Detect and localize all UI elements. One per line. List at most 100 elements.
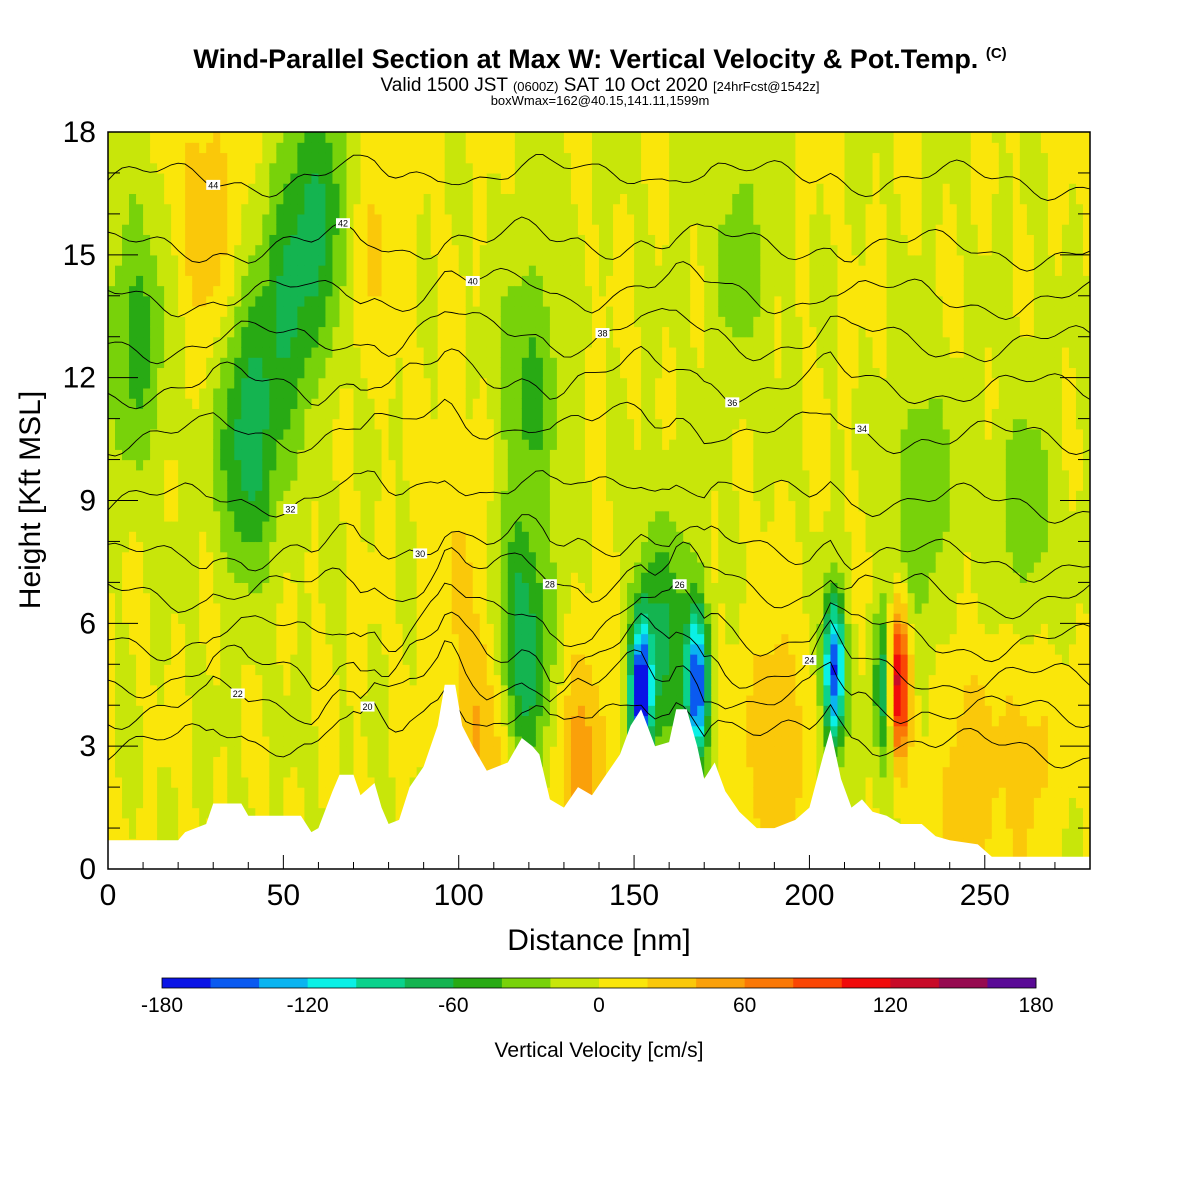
velocity-cell bbox=[584, 756, 593, 768]
velocity-cell bbox=[465, 162, 474, 174]
velocity-cell bbox=[255, 725, 263, 737]
velocity-cell bbox=[199, 316, 207, 328]
velocity-cell bbox=[164, 203, 172, 215]
velocity-cell bbox=[213, 326, 221, 338]
velocity-cell bbox=[136, 275, 144, 287]
velocity-cell bbox=[507, 428, 516, 440]
velocity-cell bbox=[178, 439, 186, 450]
velocity-cell bbox=[367, 735, 376, 747]
velocity-cell bbox=[178, 766, 186, 778]
velocity-cell bbox=[136, 408, 144, 420]
velocity-cell bbox=[206, 561, 214, 573]
velocity-cell bbox=[570, 561, 579, 573]
velocity-cell bbox=[458, 203, 467, 215]
velocity-cell bbox=[178, 428, 186, 440]
velocity-cell bbox=[556, 459, 565, 471]
velocity-cell bbox=[374, 787, 383, 798]
velocity-cell bbox=[486, 408, 495, 420]
velocity-cell bbox=[486, 735, 495, 747]
velocity-cell bbox=[122, 633, 130, 645]
velocity-cell bbox=[150, 633, 158, 645]
velocity-cell bbox=[549, 643, 558, 655]
velocity-cell bbox=[318, 561, 327, 573]
velocity-cell bbox=[451, 633, 460, 645]
velocity-cell bbox=[234, 398, 242, 409]
velocity-cell bbox=[430, 561, 439, 573]
velocity-cell bbox=[521, 152, 530, 164]
velocity-cell bbox=[360, 162, 369, 174]
velocity-cell bbox=[283, 551, 291, 563]
velocity-cell bbox=[507, 234, 516, 246]
velocity-cell bbox=[234, 449, 242, 461]
velocity-cell bbox=[143, 735, 151, 747]
velocity-cell bbox=[542, 224, 551, 235]
velocity-cell bbox=[416, 398, 425, 409]
velocity-cell bbox=[276, 183, 284, 195]
velocity-cell bbox=[171, 613, 179, 624]
velocity-cell bbox=[367, 142, 376, 154]
velocity-cell bbox=[346, 725, 355, 737]
velocity-cell bbox=[486, 152, 495, 164]
velocity-cell bbox=[451, 285, 460, 297]
velocity-cell bbox=[514, 377, 523, 389]
velocity-cell bbox=[255, 357, 263, 369]
velocity-cell bbox=[325, 132, 334, 143]
velocity-cell bbox=[409, 439, 418, 450]
velocity-cell bbox=[192, 295, 200, 307]
velocity-cell bbox=[213, 787, 221, 798]
velocity-cell bbox=[227, 203, 235, 215]
velocity-cell bbox=[311, 531, 320, 543]
velocity-cell bbox=[367, 602, 376, 614]
velocity-cell bbox=[227, 336, 235, 348]
velocity-cell bbox=[584, 510, 593, 522]
velocity-cell bbox=[262, 152, 270, 164]
velocity-cell bbox=[248, 551, 256, 563]
velocity-cell bbox=[234, 367, 242, 379]
velocity-cell bbox=[241, 520, 249, 532]
velocity-cell bbox=[122, 766, 130, 778]
velocity-cell bbox=[472, 510, 481, 522]
velocity-cell bbox=[465, 326, 474, 338]
velocity-cell bbox=[206, 398, 214, 409]
velocity-cell bbox=[157, 346, 165, 358]
velocity-cell bbox=[542, 418, 551, 430]
velocity-cell bbox=[115, 285, 123, 297]
velocity-cell bbox=[402, 705, 411, 717]
velocity-cell bbox=[206, 694, 214, 706]
velocity-cell bbox=[388, 213, 397, 225]
velocity-cell bbox=[143, 142, 151, 154]
velocity-cell bbox=[234, 172, 242, 184]
velocity-cell bbox=[290, 265, 298, 276]
velocity-cell bbox=[248, 336, 256, 348]
velocity-cell bbox=[297, 469, 305, 481]
velocity-cell bbox=[192, 520, 200, 532]
velocity-cell bbox=[122, 664, 130, 676]
velocity-cell bbox=[395, 326, 404, 338]
velocity-cell bbox=[227, 439, 235, 450]
velocity-cell bbox=[318, 807, 327, 819]
velocity-cell bbox=[584, 654, 593, 665]
velocity-cell bbox=[381, 398, 390, 409]
velocity-cell bbox=[269, 132, 277, 143]
velocity-cell bbox=[171, 316, 179, 328]
velocity-cell bbox=[157, 766, 165, 778]
velocity-cell bbox=[150, 203, 158, 215]
velocity-cell bbox=[115, 541, 123, 553]
velocity-cell bbox=[458, 613, 467, 624]
velocity-cell bbox=[178, 295, 186, 307]
velocity-cell bbox=[360, 244, 369, 256]
velocity-cell bbox=[416, 746, 425, 758]
velocity-cell bbox=[241, 787, 249, 798]
velocity-cell bbox=[479, 418, 488, 430]
velocity-cell bbox=[444, 234, 453, 246]
velocity-cell bbox=[122, 715, 130, 727]
velocity-cell bbox=[395, 756, 404, 768]
velocity-cell bbox=[542, 500, 551, 512]
velocity-cell bbox=[451, 152, 460, 164]
velocity-cell bbox=[472, 664, 481, 676]
velocity-cell bbox=[493, 613, 502, 624]
velocity-cell bbox=[388, 766, 397, 778]
velocity-cell bbox=[416, 756, 425, 768]
velocity-cell bbox=[318, 326, 327, 338]
velocity-cell bbox=[318, 613, 327, 624]
